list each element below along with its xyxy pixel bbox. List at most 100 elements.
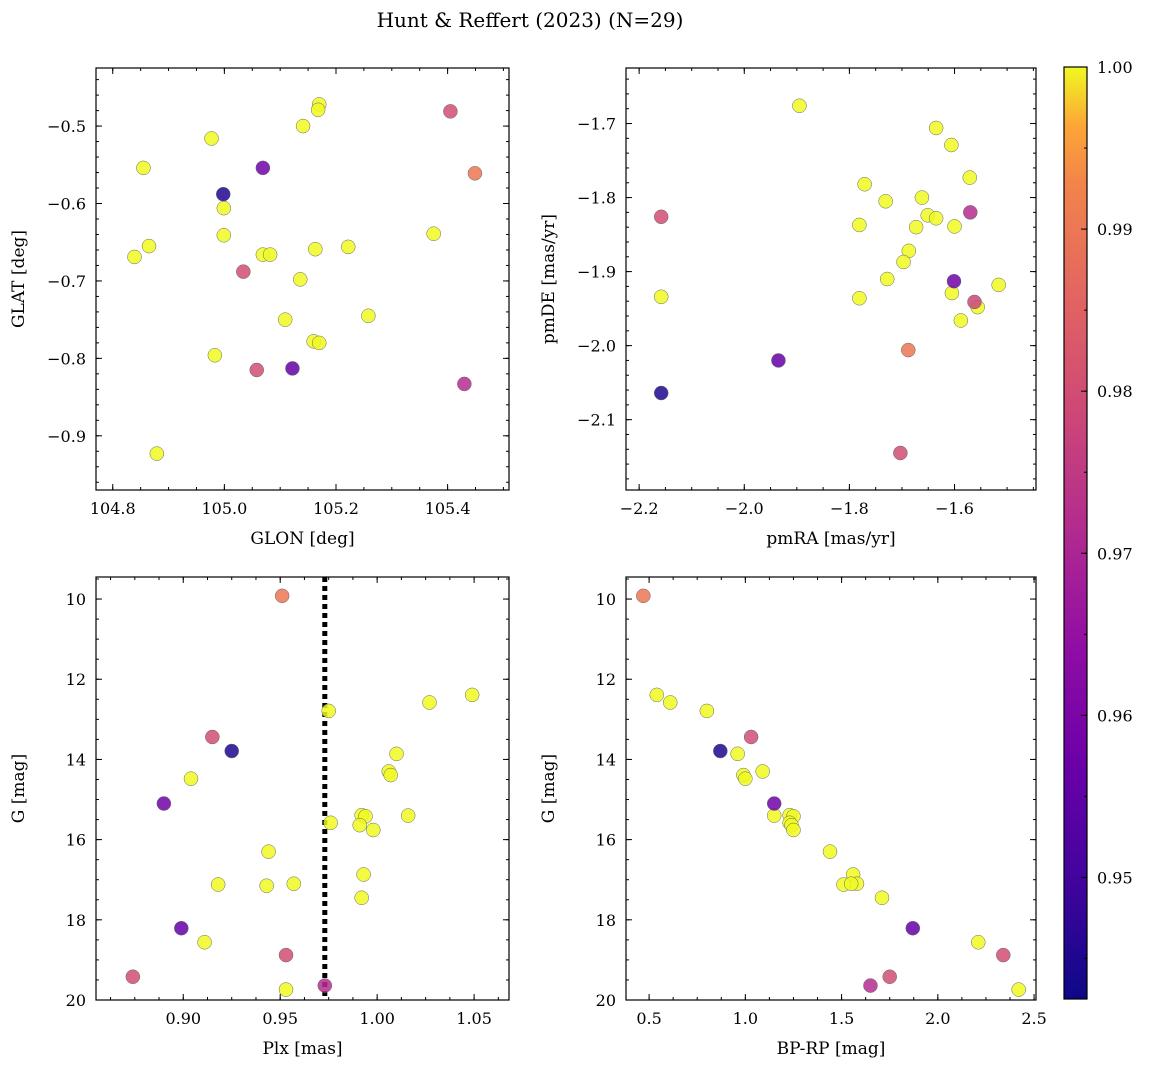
scatter-point	[649, 687, 665, 703]
scatter-point	[277, 312, 293, 327]
y-tick-label: 20	[66, 991, 86, 1010]
scatter-point	[352, 817, 367, 833]
scatter-point	[389, 746, 404, 762]
y-axis-label: G [mag]	[9, 754, 29, 823]
scatter-point	[863, 978, 878, 993]
scatter-point	[149, 446, 165, 461]
colorbar-tick-label: 0.99	[1097, 220, 1133, 239]
scatter-point	[944, 137, 959, 153]
scatter-point	[197, 935, 212, 950]
y-tick-label: 14	[66, 750, 86, 769]
scatter-point	[295, 118, 311, 134]
scatter-point	[366, 822, 381, 838]
x-tick-label: 0.95	[262, 1009, 298, 1028]
x-tick-label: −1.6	[935, 499, 974, 518]
scatter-point	[991, 277, 1006, 293]
scatter-point	[653, 209, 669, 225]
scatter-point	[996, 947, 1011, 963]
scatter-point	[953, 313, 969, 328]
x-tick-label: 105.2	[313, 499, 359, 518]
scatter-point	[255, 160, 271, 176]
scatter-point	[274, 588, 290, 604]
scatter-point	[278, 947, 294, 963]
scatter-point	[878, 194, 893, 209]
scatter-point	[743, 729, 759, 745]
scatter-point	[852, 290, 867, 306]
scatter-point	[947, 219, 962, 234]
scatter-point	[354, 890, 369, 906]
scatter-point	[262, 247, 278, 262]
scatter-point	[400, 808, 416, 823]
scatter-point	[962, 170, 978, 185]
y-tick-label: −2.0	[577, 337, 616, 356]
scatter-point	[308, 241, 323, 257]
panel-glon-glat: 104.8 105.0 105.2 105.4 −0.9 −0.8 −0.7 −0.6 −0.5…	[9, 67, 510, 549]
scatter-point	[843, 876, 859, 891]
scatter-point	[786, 822, 801, 838]
x-tick-label: −2.0	[725, 499, 764, 518]
y-tick-label: 20	[596, 991, 616, 1010]
scatter-point	[857, 176, 872, 192]
scatter-point	[321, 703, 336, 719]
scatter-point	[967, 294, 982, 310]
x-tick-label: 1.00	[359, 1009, 395, 1028]
scatter-point	[125, 969, 141, 984]
x-axis-label: GLON [deg]	[250, 529, 354, 549]
scatter-point	[874, 890, 890, 906]
scatter-point	[323, 815, 338, 831]
x-axis-label: pmRA [mas/yr]	[766, 529, 895, 549]
y-tick-label: −1.7	[577, 115, 616, 134]
scatter-point	[730, 746, 745, 762]
y-axis-label: pmDE [mas/yr]	[539, 214, 559, 344]
colorbar-gradient	[1064, 67, 1087, 999]
scatter-point	[215, 186, 231, 202]
scatter-point	[261, 844, 276, 859]
scatter-point	[653, 289, 669, 305]
scatter-point	[236, 264, 251, 279]
scatter-point	[636, 588, 651, 604]
panel-pmra-pmde: −2.2 −2.0 −1.8 −1.6 −2.1 −2.0 −1.9 −1.8 −1.7 pmRA…	[539, 67, 1037, 549]
y-tick-label: 18	[66, 911, 86, 930]
x-tick-label: 105.0	[201, 499, 247, 518]
scatter-point	[905, 920, 921, 936]
y-axis-label: G [mag]	[539, 754, 559, 823]
scatter-point	[971, 935, 986, 950]
x-tick-label: 0.5	[636, 1009, 661, 1028]
scatter-point	[174, 920, 189, 936]
colorbar-tick-label: 1.00	[1097, 58, 1133, 77]
scatter-point	[893, 445, 908, 461]
scatter-point	[928, 120, 944, 136]
scatter-point	[422, 695, 437, 710]
x-tick-label: 0.90	[165, 1009, 201, 1028]
y-tick-label: 12	[596, 670, 616, 689]
scatter-point	[443, 104, 458, 119]
x-tick-label: 1.0	[733, 1009, 758, 1028]
scatter-point	[792, 98, 807, 114]
scatter-point	[317, 978, 333, 993]
scatter-point	[713, 743, 728, 759]
figure-title: Hunt & Reffert (2023) (N=29)	[377, 8, 684, 32]
scatter-point	[766, 796, 782, 811]
scatter-point	[928, 211, 944, 226]
scatter-point	[310, 102, 326, 118]
scatter-point	[896, 254, 911, 270]
y-tick-label: −0.9	[47, 427, 86, 446]
axes-frame	[95, 576, 510, 1001]
scatter-point	[216, 228, 232, 243]
scatter-point	[426, 226, 441, 241]
y-tick-label: 16	[596, 831, 616, 850]
scatter-point	[914, 190, 930, 205]
scatter-point	[127, 249, 142, 265]
scatter-point	[738, 771, 753, 786]
y-tick-label: 12	[66, 670, 86, 689]
x-axis-label: Plx [mas]	[262, 1039, 342, 1059]
scatter-point	[286, 876, 302, 891]
y-tick-label: 10	[596, 590, 616, 609]
scatter-point	[699, 703, 715, 719]
colorbar-tick-label: 0.95	[1097, 868, 1133, 887]
scatter-point	[1011, 982, 1026, 997]
scatter-point	[464, 687, 480, 703]
scatter-point	[755, 764, 770, 779]
scatter-point	[210, 877, 226, 892]
